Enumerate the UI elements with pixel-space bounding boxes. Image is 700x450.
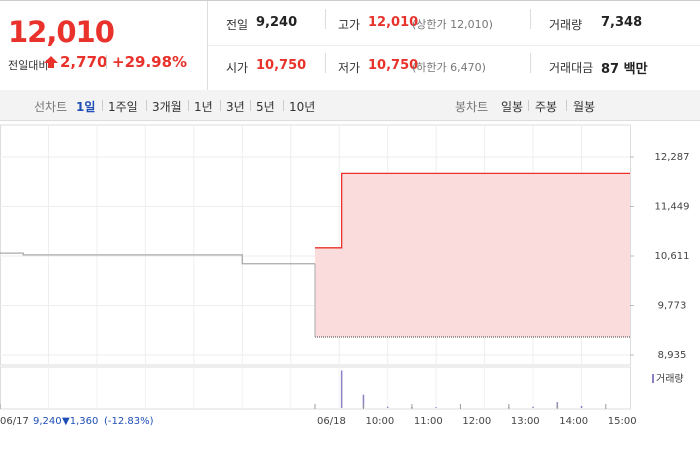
plot-border — [0, 124, 631, 366]
volume-bar — [580, 405, 583, 408]
price-line — [0, 252, 315, 265]
legend-swatch — [652, 374, 654, 383]
header: 12,010 전일대비 2,770 +29.98% 전일 9,240 고가 12,01… — [0, 0, 700, 91]
legend-label: 거래량 — [656, 373, 684, 385]
tab-divider — [250, 100, 251, 111]
tab-group-label: 선차트 — [34, 100, 68, 114]
y-tick-label: 9,773 — [658, 301, 687, 312]
divider — [530, 53, 531, 73]
tab-divider — [220, 100, 221, 111]
tab-divider — [528, 100, 529, 111]
info-label: 고가 — [338, 18, 361, 32]
divider — [325, 9, 326, 29]
summary-value: 9,240 — [33, 416, 62, 427]
info-label: 시가 — [226, 61, 249, 75]
info-label: 거래량 — [549, 18, 583, 32]
x-tick-label: 13:00 — [511, 416, 540, 427]
up-arrow — [44, 56, 58, 68]
tab[interactable]: 3년 — [226, 100, 245, 114]
y-tick-label: 10,611 — [655, 251, 690, 262]
tab[interactable]: 월봉 — [573, 100, 596, 114]
chart: 12,287 11,449 10,611 9,773 8,935 거래량 06/17 06/1… — [0, 124, 690, 427]
info-value: 7,348 — [601, 15, 643, 30]
summary-change: ▼1,360 — [62, 416, 98, 427]
area — [315, 173, 630, 337]
tab[interactable]: 주봉 — [535, 100, 558, 114]
x-tick-label: 10:00 — [365, 416, 394, 427]
y-tick-label: 8,935 — [658, 350, 687, 361]
info-value: 10,750 — [368, 58, 419, 73]
tab[interactable]: 3개월 — [152, 100, 182, 114]
tab-divider — [102, 100, 103, 111]
divider — [106, 55, 107, 69]
x-tick-label: 12:00 — [462, 416, 491, 427]
price-line — [315, 172, 630, 249]
summary-rate: (-12.83%) — [104, 416, 154, 427]
info-value: 10,750 — [256, 58, 307, 73]
volume-bar — [340, 370, 343, 408]
price: 12,010 — [8, 15, 115, 49]
x-tick-label: 14:00 — [559, 416, 588, 427]
tab-bar: 선차트 1일 1주일 3개월 1년 3년 5년 10년 봉차트 일봉 주봉 월봉 — [0, 90, 700, 121]
change-label: 전일대비 — [8, 59, 49, 72]
tab-group-label: 봉차트 — [455, 100, 489, 114]
divider — [208, 45, 700, 46]
x-tick-label: 11:00 — [414, 416, 443, 427]
tab-divider — [283, 100, 284, 111]
tab[interactable]: 일봉 — [501, 100, 524, 114]
x-tick-label: 06/18 — [317, 416, 346, 427]
tab-divider — [146, 100, 147, 111]
tab-divider — [566, 100, 567, 111]
y-tick-label: 12,287 — [655, 152, 690, 163]
x-tick-label: 06/17 — [0, 416, 29, 427]
info-note: (하한가 6,470) — [412, 61, 486, 74]
info-label: 거래대금 — [549, 61, 594, 75]
tab[interactable]: 10년 — [289, 100, 316, 114]
tab[interactable]: 5년 — [256, 100, 275, 114]
x-tick-label: 15:00 — [608, 416, 637, 427]
tab[interactable]: 1년 — [194, 100, 213, 114]
volume-bar — [532, 406, 534, 408]
tab[interactable]: 1일 — [76, 100, 96, 114]
divider — [325, 53, 326, 73]
info-label: 전일 — [226, 18, 249, 32]
info-value: 9,240 — [256, 15, 298, 30]
info-note: (상한가 12,010) — [412, 18, 493, 31]
volume-bar — [386, 406, 389, 408]
volume-bar — [435, 407, 437, 408]
info-label: 저가 — [338, 61, 361, 75]
volume-border — [0, 366, 631, 410]
info-value: 87 백만 — [601, 62, 648, 77]
info-value: 12,010 — [368, 15, 419, 30]
change: 2,770 — [60, 53, 108, 71]
y-tick-label: 11,449 — [655, 202, 690, 213]
price-box: 12,010 전일대비 2,770 +29.98% — [0, 1, 208, 90]
change-rate: +29.98% — [112, 53, 188, 71]
divider — [530, 9, 531, 29]
volume-bar — [362, 394, 365, 408]
tab[interactable]: 1주일 — [108, 100, 138, 114]
tab-divider — [188, 100, 189, 111]
